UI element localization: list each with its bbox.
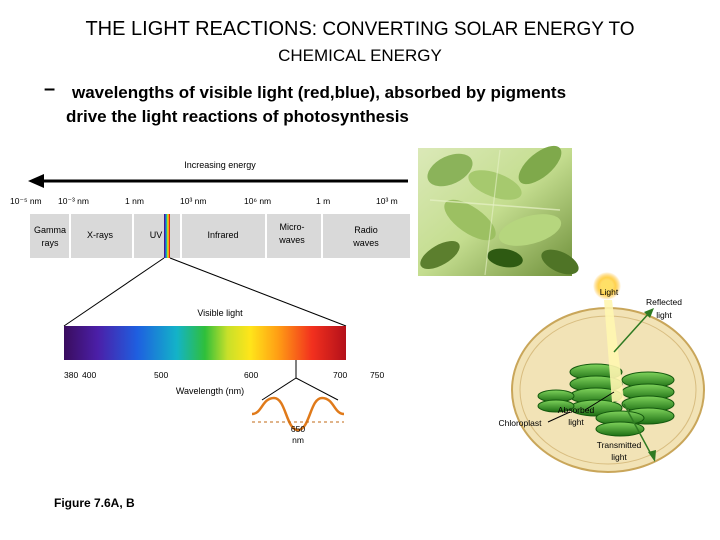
region-label-micro-line2: waves — [278, 235, 305, 245]
wave-650nm — [251, 396, 345, 432]
grana-stacks — [537, 363, 675, 437]
region-label-gamma-line1: Gamma — [34, 225, 66, 235]
region-label-radio-line1: Radio — [354, 225, 378, 235]
scale-label: 10³ m — [376, 196, 398, 206]
scale-label: 10⁻³ nm — [58, 196, 89, 206]
visible-light-label: Visible light — [197, 308, 243, 318]
absorbed-label-line1: Absorbed — [558, 405, 595, 415]
region-label-radio-line2: waves — [352, 238, 379, 248]
light-label: Light — [600, 287, 619, 297]
reflected-light-arrow — [613, 311, 651, 353]
em-region-dividers — [69, 214, 323, 258]
slide-title-main: THE LIGHT REACTIONS — [85, 18, 312, 40]
scale-labels: 10⁻⁵ nm 10⁻³ nm 1 nm 10³ nm 10⁶ nm 1 m 1… — [10, 196, 398, 206]
expansion-line-right — [169, 257, 347, 327]
region-label-xrays: X-rays — [87, 230, 114, 240]
increasing-energy-label: Increasing energy — [184, 160, 256, 170]
sun-core — [601, 280, 613, 292]
wave-pointer-right — [295, 377, 339, 401]
reflected-label-line2: light — [656, 310, 672, 320]
chloroplast-label: Chloroplast — [499, 418, 543, 428]
wave-pointer-left — [261, 377, 297, 401]
increasing-energy-arrowhead — [28, 174, 44, 188]
wavelength-tick: 700 — [333, 370, 347, 380]
visible-slice — [164, 214, 170, 258]
absorbed-label-line2: light — [568, 417, 584, 427]
expansion-line-left — [63, 257, 165, 327]
wavelength-tick: 600 — [244, 370, 258, 380]
em-spectrum-bar — [30, 214, 410, 258]
wave-label-unit: nm — [292, 435, 304, 445]
wavelength-tick: 500 — [154, 370, 168, 380]
scale-label: 1 m — [316, 196, 330, 206]
region-label-uv: UV — [150, 230, 163, 240]
region-label-infrared: Infrared — [207, 230, 238, 240]
transmitted-label-line1: Transmitted — [597, 440, 642, 450]
reflected-arrowhead — [644, 308, 654, 318]
visible-spectrum-band — [64, 326, 346, 360]
region-label-gamma-line2: rays — [41, 238, 59, 248]
em-region-labels: Gamma rays X-rays UV Infrared Micro- wav… — [34, 222, 379, 248]
chloroplast-labels: Light Reflected light Absorbed light Tra… — [499, 287, 683, 462]
scale-label: 1 nm — [125, 196, 144, 206]
slide-title: THE LIGHT REACTIONS: CONVERTING SOLAR EN… — [0, 18, 720, 41]
wavelength-tick: 400 — [82, 370, 96, 380]
bullet-text-line1: wavelengths of visible light (red,blue),… — [72, 83, 567, 102]
absorbed-light-pointer — [584, 391, 615, 411]
wavelength-axis-label: Wavelength (nm) — [176, 386, 244, 396]
transmitted-arrowhead — [648, 450, 656, 462]
wavelength-tick: 750 — [370, 370, 384, 380]
bullet-text-line2: drive the light reactions of photosynthe… — [66, 107, 409, 126]
slide-title-line2: CHEMICAL ENERGY — [278, 46, 442, 65]
scale-label: 10⁻⁵ nm — [10, 196, 42, 206]
region-label-micro-line1: Micro- — [280, 222, 305, 232]
wavelength-tick: 380 — [64, 370, 78, 380]
wavelength-ticks: 380 400 500 600 700 750 — [64, 370, 384, 380]
reflected-label-line1: Reflected — [646, 297, 682, 307]
figure-caption: Figure 7.6A, B — [54, 496, 135, 510]
wave-label-value: 650 — [291, 424, 305, 434]
transmitted-light-arrow — [623, 403, 653, 457]
chloroplast-diagram — [511, 272, 705, 473]
slide-title-rest: : CONVERTING SOLAR ENERGY TO — [311, 19, 635, 40]
scale-label: 10³ nm — [180, 196, 206, 206]
bullet-marker: – — [44, 78, 56, 100]
scale-label: 10⁶ nm — [244, 196, 271, 206]
transmitted-label-line2: light — [611, 452, 627, 462]
chloroplast-pointer — [547, 411, 571, 423]
leaf-photo — [418, 145, 579, 276]
